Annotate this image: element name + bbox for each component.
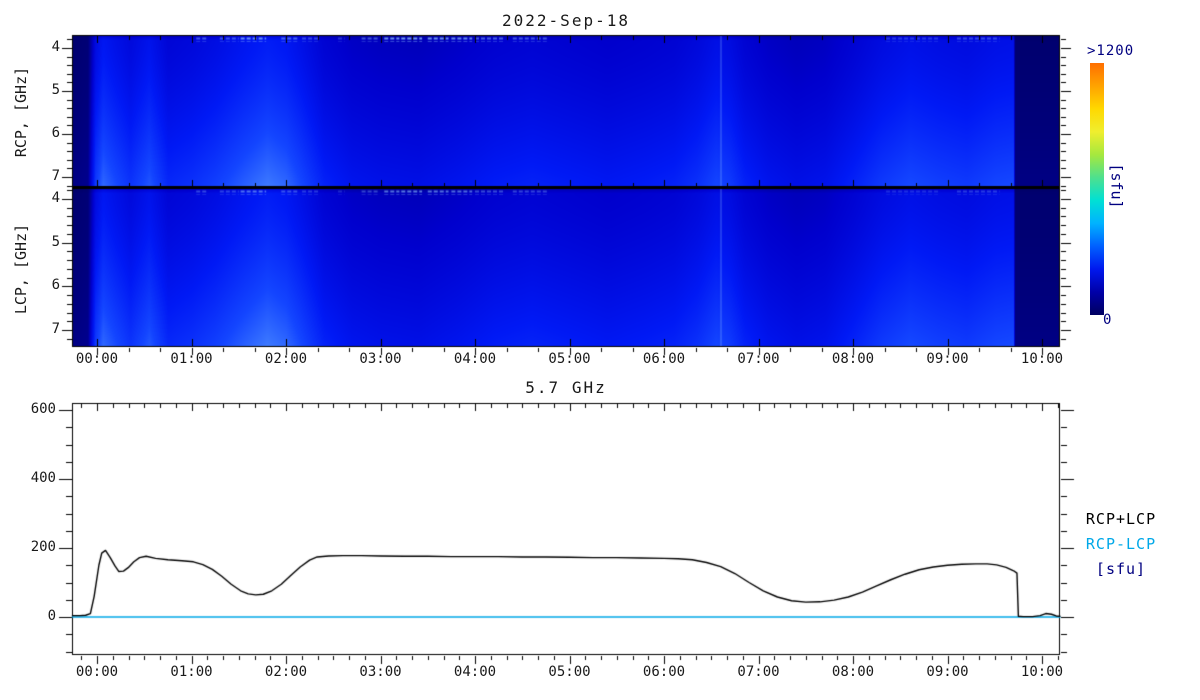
spectro-time-tick-label: 04:00 — [453, 351, 497, 367]
colorbar-min-label: 0 — [1103, 312, 1113, 328]
rcp-axis-label: RCP, [GHz] — [12, 66, 30, 157]
frequency-title: 5.7 GHz — [525, 378, 607, 397]
spectro-time-tick-label: 03:00 — [359, 351, 402, 367]
flux-tick-label: 0 — [47, 608, 56, 624]
legend-item-rcp-lcp: RCP-LCP — [1085, 535, 1157, 553]
flux-time-tick-label: 03:00 — [359, 664, 402, 680]
flux-tick-label: 200 — [30, 539, 56, 555]
flux-time-tick-label: 01:00 — [170, 664, 213, 680]
lcp-axis-label: LCP, [GHz] — [12, 223, 30, 314]
flux-tick-label: 400 — [30, 470, 56, 486]
lcp-axis-label-wrap: LCP, [GHz] — [4, 190, 38, 347]
legend-item-rcp-lcp: RCP+LCP — [1085, 510, 1157, 528]
lcp-freq-tick-label: 6 — [51, 277, 60, 294]
spectro-time-tick-label: 06:00 — [642, 351, 686, 367]
spectro-time-tick-label: 07:00 — [737, 351, 780, 367]
flux-time-tick-label: 07:00 — [737, 664, 780, 680]
colorbar — [1090, 63, 1104, 315]
rcp-freq-tick-label: 7 — [51, 168, 60, 184]
flux-time-tick-label: 08:00 — [831, 664, 875, 680]
flux-time-tick-label: 10:00 — [1020, 664, 1064, 680]
rcp-freq-tick-label: 4 — [51, 39, 60, 55]
spectro-time-tick-label: 05:00 — [548, 351, 591, 367]
spectro-time-tick-label: 08:00 — [831, 351, 875, 367]
flux-time-tick-label: 09:00 — [926, 664, 969, 680]
spectro-time-tick-label: 01:00 — [170, 351, 213, 367]
flux-tick-label: 600 — [30, 401, 56, 417]
rcp-freq-tick-label: 5 — [51, 82, 60, 98]
rcp-axis-label-wrap: RCP, [GHz] — [4, 35, 38, 188]
flux-time-tick-label: 04:00 — [453, 664, 497, 680]
spectro-time-tick-label: 09:00 — [926, 351, 969, 367]
spectro-time-tick-label: 10:00 — [1020, 351, 1064, 367]
spectro-time-tick-label: 00:00 — [75, 351, 119, 367]
lcp-freq-tick-label: 7 — [51, 321, 60, 338]
lcp-freq-tick-label: 5 — [51, 233, 60, 250]
colorbar-unit-label: [sfu] — [1108, 163, 1126, 209]
lcp-freq-tick-label: 4 — [51, 190, 60, 206]
rcp-freq-tick-label: 6 — [51, 125, 60, 141]
date-title: 2022-Sep-18 — [502, 11, 630, 30]
colorbar-max-label: >1200 — [1087, 43, 1135, 59]
flux-time-tick-label: 05:00 — [548, 664, 591, 680]
spectro-time-tick-label: 02:00 — [264, 351, 308, 367]
flux-time-tick-label: 00:00 — [75, 664, 119, 680]
legend-item--sfu-: [sfu] — [1095, 560, 1147, 578]
colorbar-unit-label-wrap: [sfu] — [1105, 150, 1129, 222]
flux-time-tick-label: 06:00 — [642, 664, 686, 680]
flux-time-tick-label: 02:00 — [264, 664, 308, 680]
legend: RCP+LCP RCP-LCP [sfu] — [1061, 507, 1181, 582]
